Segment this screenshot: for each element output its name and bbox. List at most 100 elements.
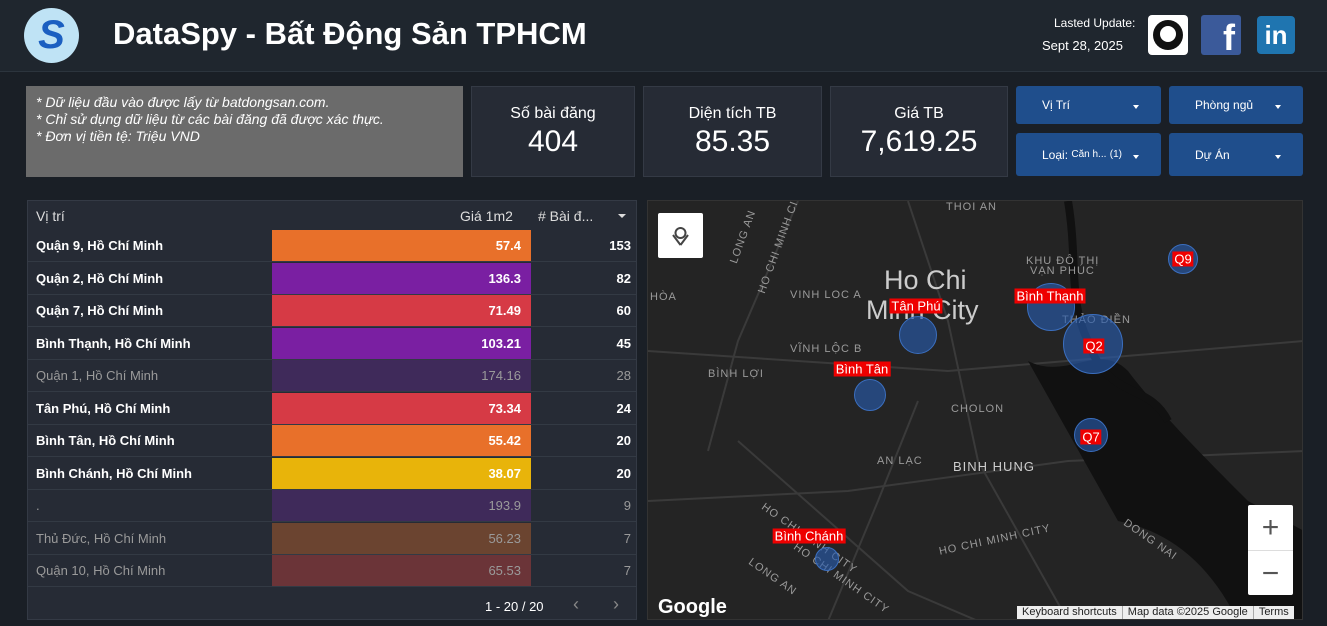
filter-dropdown[interactable]: Loại: Căn h... (1) — [1016, 133, 1161, 176]
column-header[interactable]: Vị trí — [36, 208, 65, 224]
prev-page[interactable]: ‹ — [573, 594, 579, 614]
linkedin-icon[interactable]: in — [1257, 16, 1295, 54]
price-cell: 71.49 — [272, 295, 531, 326]
place-label: THOI AN — [946, 201, 998, 213]
marker-label: Bình Chánh — [772, 528, 846, 544]
note: * Dữ liệu đầu vào được lấy từ batdongsan… — [36, 94, 330, 110]
table-row[interactable]: Bình Chánh, Hồ Chí Minh 38.07 20 — [28, 457, 636, 490]
table-row[interactable]: Tân Phú, Hồ Chí Minh 73.34 24 — [28, 392, 636, 425]
marker-label: Q9 — [1172, 251, 1194, 267]
place-label: BÌNH LỢI — [708, 368, 764, 380]
header: S DataSpy - Bất Động Sản TPHCM Lasted Up… — [0, 0, 1327, 72]
kpi-value: 85.35 — [694, 125, 771, 158]
price-cell: 193.9 — [272, 490, 531, 521]
pagination: 1 - 20 / 20 — [485, 599, 544, 614]
marker-bubble[interactable] — [815, 547, 839, 571]
location-cell: . — [36, 498, 40, 513]
footer-link[interactable]: Keyboard shortcuts — [1017, 606, 1123, 619]
filter-dropdown[interactable]: Vị Trí — [1016, 86, 1161, 124]
footer-link[interactable]: Terms — [1258, 606, 1289, 618]
map-footer: Keyboard shortcuts Map data ©2025 Google… — [1017, 606, 1294, 619]
facebook-icon[interactable]: f — [1201, 15, 1241, 58]
note: * Đơn vị tiền tệ: Triệu VND — [36, 128, 200, 144]
location-cell: Quận 1, Hồ Chí Minh — [36, 368, 159, 383]
location-cell: Quận 10, Hồ Chí Minh — [36, 563, 166, 578]
location-cell: Bình Tân, Hồ Chí Minh — [36, 433, 175, 448]
zoom-control: + − — [1248, 505, 1293, 595]
title: DataSpy - Bất Động Sản TPHCM — [113, 16, 587, 51]
place-label: AN LẠC — [877, 455, 923, 467]
table-row[interactable]: Bình Thạnh, Hồ Chí Minh 103.21 45 — [28, 327, 636, 360]
price-cell: 136.3 — [272, 262, 531, 294]
kpi-card: Giá TB 7,619.25 — [830, 86, 1008, 177]
location-cell: Thủ Đức, Hồ Chí Minh — [36, 530, 167, 546]
place-label: Ho Chi — [884, 265, 967, 295]
filter-label: Dự Án — [1195, 147, 1230, 162]
price-cell: 103.21 — [272, 327, 531, 359]
table-row[interactable]: Quận 9, Hồ Chí Minh 57.4 153 — [28, 230, 636, 262]
notes: * Dữ liệu đầu vào được lấy từ batdongsan… — [26, 86, 463, 177]
kpi-value: 7,619.25 — [860, 125, 978, 158]
count-cell: 7 — [623, 530, 631, 546]
table-row[interactable]: Quận 1, Hồ Chí Minh 174.16 28 — [28, 360, 636, 392]
filter-label: Vị Trí — [1042, 98, 1071, 112]
filter-label: Phòng ngủ — [1195, 98, 1254, 112]
count-cell: 45 — [616, 335, 631, 351]
kpi-card: Diện tích TB 85.35 — [643, 86, 822, 177]
place-label: VĨNH LỘC B — [790, 343, 863, 355]
marker-label: Q2 — [1083, 338, 1105, 354]
count-cell: 60 — [616, 303, 631, 318]
marker-bubble[interactable] — [854, 379, 886, 411]
marker-label: Bình Tân — [833, 361, 891, 377]
sort-icon[interactable] — [618, 214, 626, 222]
price-cell: 38.07 — [272, 457, 531, 489]
table-row[interactable]: Thủ Đức, Hồ Chí Minh 56.23 7 — [28, 522, 636, 555]
filter-selected: Căn h... — [1071, 149, 1107, 160]
table-row[interactable]: Quận 2, Hồ Chí Minh 136.3 82 — [28, 262, 636, 295]
price-cell: 57.4 — [272, 230, 531, 261]
next-page[interactable]: › — [613, 594, 619, 614]
price-cell: 73.34 — [272, 392, 531, 424]
location-cell: Bình Thạnh, Hồ Chí Minh — [36, 335, 191, 351]
price-cell: 174.16 — [272, 360, 531, 391]
map[interactable]: + − Google Keyboard shortcuts Map data ©… — [647, 200, 1303, 620]
zoom-in[interactable]: + — [1261, 511, 1280, 544]
update-label: Lasted Update: — [1054, 16, 1136, 30]
filter-count: (1) — [1109, 149, 1122, 160]
count-cell: 20 — [616, 465, 631, 481]
place-label: BINH HUNG — [953, 459, 1035, 474]
table-row[interactable]: Quận 10, Hồ Chí Minh 65.53 7 — [28, 555, 636, 587]
count-cell: 24 — [616, 400, 631, 416]
kpi-value: 404 — [527, 125, 579, 158]
locate-button[interactable] — [658, 213, 703, 258]
logo[interactable]: S — [24, 8, 79, 63]
filter-label: Loại: — [1042, 147, 1069, 162]
place-label: VINH LOC A — [790, 289, 862, 301]
marker-label: Q7 — [1080, 429, 1102, 445]
kpi-label: Số bài đăng — [510, 105, 596, 122]
footer-link[interactable]: Map data ©2025 Google — [1123, 606, 1254, 619]
github-icon[interactable] — [1148, 15, 1188, 55]
marker-bubble[interactable] — [899, 316, 937, 354]
column-header[interactable]: Giá 1m2 — [460, 208, 513, 224]
column-header[interactable]: # Bài đ... — [538, 208, 594, 224]
filter-dropdown[interactable]: Phòng ngủ — [1169, 86, 1303, 124]
kpi-label: Diện tích TB — [688, 105, 777, 122]
marker-label: Bình Thạnh — [1014, 288, 1086, 304]
count-cell: 7 — [623, 563, 631, 578]
location-cell: Bình Chánh, Hồ Chí Minh — [36, 465, 192, 481]
marker-bubble[interactable] — [1063, 314, 1123, 374]
count-cell: 20 — [616, 433, 631, 448]
place-label: VẠN PHÚC — [1030, 265, 1095, 277]
count-cell: 28 — [616, 368, 631, 383]
table: Vị trí Giá 1m2 # Bài đ... 1 - 20 / 20 ‹ … — [27, 200, 637, 620]
google-logo: Google — [658, 596, 727, 618]
table-row[interactable]: Bình Tân, Hồ Chí Minh 55.42 20 — [28, 425, 636, 457]
table-row[interactable]: Quận 7, Hồ Chí Minh 71.49 60 — [28, 295, 636, 327]
count-cell: 153 — [609, 238, 631, 253]
filter-dropdown[interactable]: Dự Án — [1169, 133, 1303, 176]
count-cell: 9 — [623, 498, 631, 513]
zoom-out[interactable]: − — [1248, 550, 1293, 595]
table-row[interactable]: . 193.9 9 — [28, 490, 636, 522]
